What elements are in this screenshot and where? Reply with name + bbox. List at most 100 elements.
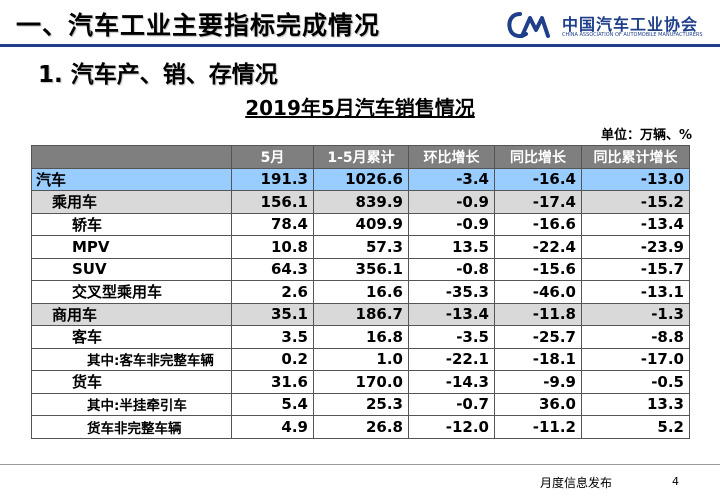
row-label: 轿车: [31, 212, 232, 236]
value-cell: -3.4: [408, 167, 495, 191]
value-cell: 156.1: [231, 190, 314, 214]
value-cell: 16.6: [313, 280, 409, 304]
value-cell: 191.3: [231, 167, 314, 191]
table-row: 汽车 191.3 1026.6 -3.4 -16.4 -13.0: [31, 167, 690, 191]
table-row: 其中:半挂牵引车 5.4 25.3 -0.7 36.0 13.3: [31, 392, 690, 416]
value-cell: -8.8: [581, 325, 690, 349]
value-cell: -46.0: [494, 280, 582, 304]
row-label: 客车: [31, 325, 232, 349]
value-cell: 0.2: [231, 347, 314, 371]
value-cell: -25.7: [494, 325, 582, 349]
value-cell: 839.9: [313, 190, 409, 214]
footer-text: 月度信息发布: [540, 476, 613, 490]
header-cell: 环比增长: [408, 145, 495, 169]
table-row: 货车 31.6 170.0 -14.3 -9.9 -0.5: [31, 370, 690, 394]
value-cell: -1.3: [581, 302, 690, 326]
table-row: 乘用车 156.1 839.9 -0.9 -17.4 -15.2: [31, 190, 690, 214]
header-cell: 1-5月累计: [313, 145, 409, 169]
header-cell: 5月: [231, 145, 314, 169]
value-cell: -22.4: [494, 235, 582, 259]
table-row: 其中:客车非完整车辆 0.2 1.0 -22.1 -18.1 -17.0: [31, 347, 690, 371]
value-cell: 2.6: [231, 280, 314, 304]
value-cell: 5.2: [581, 415, 690, 439]
table-row: MPV 10.8 57.3 13.5 -22.4 -23.9: [31, 235, 690, 259]
value-cell: 356.1: [313, 257, 409, 281]
value-cell: 36.0: [494, 392, 582, 416]
value-cell: -0.9: [408, 212, 495, 236]
value-cell: 10.8: [231, 235, 314, 259]
table-row: 商用车 35.1 186.7 -13.4 -11.8 -1.3: [31, 302, 690, 326]
value-cell: -13.1: [581, 280, 690, 304]
header-cell: 同比增长: [494, 145, 582, 169]
value-cell: 170.0: [313, 370, 409, 394]
header-cell: [31, 145, 232, 169]
value-cell: -15.2: [581, 190, 690, 214]
value-cell: -13.0: [581, 167, 690, 191]
value-cell: -3.5: [408, 325, 495, 349]
value-cell: -13.4: [408, 302, 495, 326]
row-label: 交叉型乘用车: [31, 280, 232, 304]
value-cell: -18.1: [494, 347, 582, 371]
value-cell: -16.4: [494, 167, 582, 191]
value-cell: -15.7: [581, 257, 690, 281]
value-cell: -15.6: [494, 257, 582, 281]
row-label: MPV: [31, 235, 232, 259]
value-cell: 64.3: [231, 257, 314, 281]
value-cell: 13.3: [581, 392, 690, 416]
table-title: 2019年5月汽车销售情况: [245, 96, 475, 120]
table-body: 汽车 191.3 1026.6 -3.4 -16.4 -13.0 乘用车 156.1 839.9…: [31, 167, 690, 439]
value-cell: -11.8: [494, 302, 582, 326]
value-cell: 1.0: [313, 347, 409, 371]
value-cell: -22.1: [408, 347, 495, 371]
value-cell: 25.3: [313, 392, 409, 416]
value-cell: 3.5: [231, 325, 314, 349]
value-cell: -12.0: [408, 415, 495, 439]
value-cell: -9.9: [494, 370, 582, 394]
value-cell: -0.8: [408, 257, 495, 281]
table-row: 轿车 78.4 409.9 -0.9 -16.6 -13.4: [31, 212, 690, 236]
value-cell: -0.5: [581, 370, 690, 394]
page-number: 4: [672, 475, 679, 488]
value-cell: -13.4: [581, 212, 690, 236]
section-title: 1. 汽车产、销、存情况: [38, 62, 278, 88]
table-row: 客车 3.5 16.8 -3.5 -25.7 -8.8: [31, 325, 690, 349]
value-cell: -11.2: [494, 415, 582, 439]
value-cell: 31.6: [231, 370, 314, 394]
value-cell: 4.9: [231, 415, 314, 439]
caam-logo: 中国汽车工业协会 CHINA ASSOCIATION OF AUTOMOBILE…: [506, 10, 710, 42]
value-cell: 13.5: [408, 235, 495, 259]
page-title: 一、汽车工业主要指标完成情况: [16, 11, 381, 40]
caam-logo-icon: [507, 12, 550, 39]
row-label: 其中:客车非完整车辆: [31, 347, 232, 371]
row-label: 货车非完整车辆: [31, 415, 232, 439]
value-cell: -14.3: [408, 370, 495, 394]
value-cell: 409.9: [313, 212, 409, 236]
table-row: SUV 64.3 356.1 -0.8 -15.6 -15.7: [31, 257, 690, 281]
row-label: 货车: [31, 370, 232, 394]
row-label: 其中:半挂牵引车: [31, 392, 232, 416]
table-row: 货车非完整车辆 4.9 26.8 -12.0 -11.2 5.2: [31, 415, 690, 439]
row-label: SUV: [31, 257, 232, 281]
value-cell: 186.7: [313, 302, 409, 326]
value-cell: 5.4: [231, 392, 314, 416]
table-title-wrap: 2019年5月汽车销售情况: [0, 92, 720, 121]
table-row: 交叉型乘用车 2.6 16.6 -35.3 -46.0 -13.1: [31, 280, 690, 304]
footer-divider: [0, 464, 720, 465]
row-label: 乘用车: [31, 190, 232, 214]
value-cell: -0.7: [408, 392, 495, 416]
value-cell: 78.4: [231, 212, 314, 236]
row-label: 汽车: [31, 167, 232, 191]
value-cell: 1026.6: [313, 167, 409, 191]
header-divider: [0, 44, 720, 47]
value-cell: -17.0: [581, 347, 690, 371]
value-cell: 57.3: [313, 235, 409, 259]
sales-table: 5月 1-5月累计 环比增长 同比增长 同比累计增长 汽车 191.3 1026.6…: [31, 145, 690, 439]
value-cell: -17.4: [494, 190, 582, 214]
value-cell: -35.3: [408, 280, 495, 304]
table-header-row: 5月 1-5月累计 环比增长 同比增长 同比累计增长: [31, 145, 690, 169]
value-cell: 26.8: [313, 415, 409, 439]
header-cell: 同比累计增长: [581, 145, 690, 169]
row-label: 商用车: [31, 302, 232, 326]
value-cell: 16.8: [313, 325, 409, 349]
value-cell: 35.1: [231, 302, 314, 326]
